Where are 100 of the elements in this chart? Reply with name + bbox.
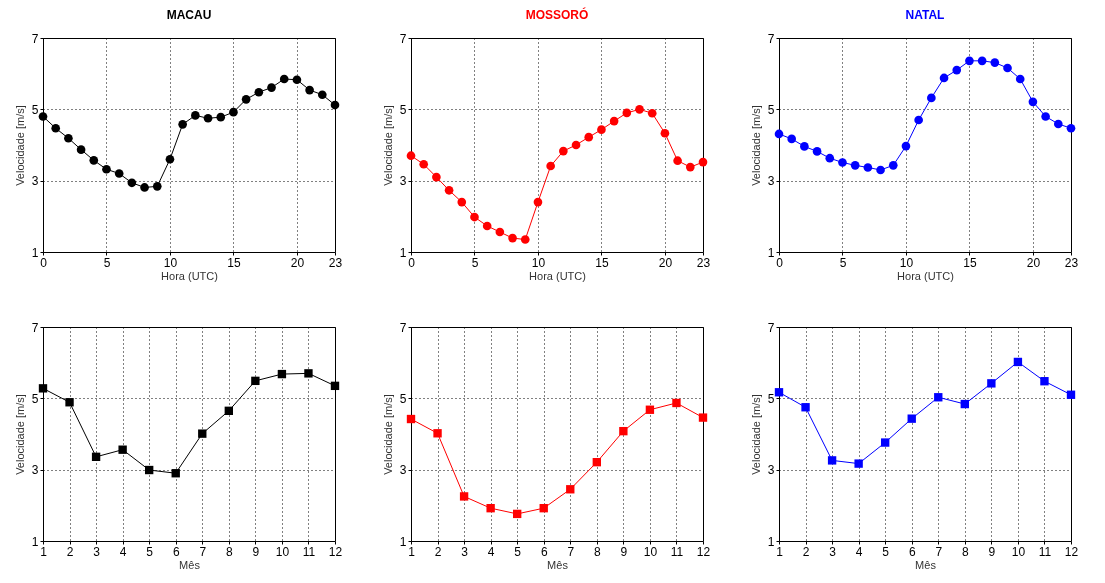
point (419, 159, 429, 169)
point (38, 112, 48, 121)
point (277, 369, 287, 379)
point (597, 125, 606, 134)
y-tick-label: 5 (767, 391, 775, 406)
point (65, 398, 74, 407)
point (406, 151, 416, 161)
point (698, 157, 708, 167)
point (914, 115, 923, 125)
point (559, 146, 568, 156)
point (888, 161, 898, 170)
point (927, 93, 936, 103)
point (520, 235, 530, 244)
x-tick-label: 7 (567, 544, 575, 559)
x-axis-title: Hora (UTC) (529, 269, 586, 282)
y-axis-title: Velocidade [m/s] (13, 105, 26, 186)
x-tick-label: 15 (595, 255, 609, 270)
y-tick-label: 1 (767, 245, 775, 260)
point (907, 414, 916, 423)
point (1015, 74, 1025, 84)
point (619, 426, 628, 436)
x-tick-label: 9 (252, 544, 260, 559)
y-tick-label: 3 (399, 174, 407, 189)
point (305, 85, 314, 95)
x-tick-label: 10 (1011, 544, 1026, 559)
point (838, 158, 847, 167)
x-tick-label: 9 (988, 544, 996, 559)
point (774, 388, 784, 397)
point (1041, 112, 1050, 121)
x-tick-label: 10 (531, 255, 546, 270)
x-tick-label: 8 (593, 544, 601, 559)
point (433, 429, 442, 438)
x-tick-label: 2 (802, 544, 810, 559)
x-tick-label: 10 (275, 544, 290, 559)
point (960, 399, 969, 409)
y-tick-label: 3 (767, 174, 775, 189)
y-tick-label: 1 (399, 534, 407, 549)
point (279, 74, 289, 84)
x-tick-label: 20 (290, 255, 305, 270)
y-tick-label: 1 (31, 245, 39, 260)
point (901, 141, 911, 151)
point (1053, 119, 1063, 129)
point (622, 108, 632, 118)
point (114, 169, 124, 178)
y-tick-label: 5 (399, 102, 407, 117)
point (457, 197, 467, 207)
point (229, 107, 238, 117)
point (482, 221, 492, 231)
point (165, 154, 175, 164)
point (251, 376, 260, 386)
point (444, 185, 454, 195)
x-tick-label: 8 (225, 544, 233, 559)
point (673, 156, 682, 166)
point (64, 133, 73, 143)
point (118, 445, 127, 454)
point (546, 161, 555, 171)
point (1040, 377, 1049, 386)
x-axis-title: Hora (UTC) (897, 269, 954, 282)
x-tick-label: 6 (540, 544, 548, 559)
y-axis-title: Velocidade [m/s] (749, 394, 762, 475)
point (1003, 63, 1012, 73)
point (171, 469, 180, 478)
x-tick-label: 20 (658, 255, 673, 270)
x-tick-label: 3 (93, 544, 101, 559)
x-tick-label: 12 (328, 544, 343, 559)
point (812, 147, 822, 156)
x-tick-label: 23 (696, 255, 711, 270)
x-axis-title: Mês (179, 558, 201, 571)
point (470, 212, 479, 222)
point (304, 369, 313, 378)
point (934, 393, 943, 402)
chart-title: NATAL (905, 8, 945, 22)
y-tick-label: 5 (399, 391, 407, 406)
x-tick-label: 5 (514, 544, 522, 559)
x-tick-label: 23 (328, 255, 343, 270)
x-tick-label: 10 (163, 255, 178, 270)
x-axis-title: Mês (915, 558, 937, 571)
point (977, 56, 987, 66)
x-tick-label: 7 (199, 544, 207, 559)
point (178, 119, 187, 129)
point (486, 504, 495, 513)
y-axis-title: Velocidade [m/s] (381, 105, 394, 186)
point (533, 197, 543, 207)
x-tick-label: 4 (487, 544, 495, 559)
y-tick-label: 7 (767, 320, 775, 335)
point (292, 75, 302, 85)
point (317, 90, 327, 100)
point (685, 162, 695, 172)
point (952, 65, 962, 75)
x-tick-label: 0 (408, 255, 416, 270)
x-tick-label: 11 (670, 544, 684, 559)
x-tick-label: 6 (172, 544, 180, 559)
point (254, 87, 264, 97)
y-tick-label: 3 (31, 174, 39, 189)
point (198, 429, 207, 438)
point (224, 406, 233, 415)
point (635, 105, 644, 114)
point (508, 233, 517, 243)
x-axis-title: Hora (UTC) (161, 269, 218, 282)
point (406, 414, 416, 424)
